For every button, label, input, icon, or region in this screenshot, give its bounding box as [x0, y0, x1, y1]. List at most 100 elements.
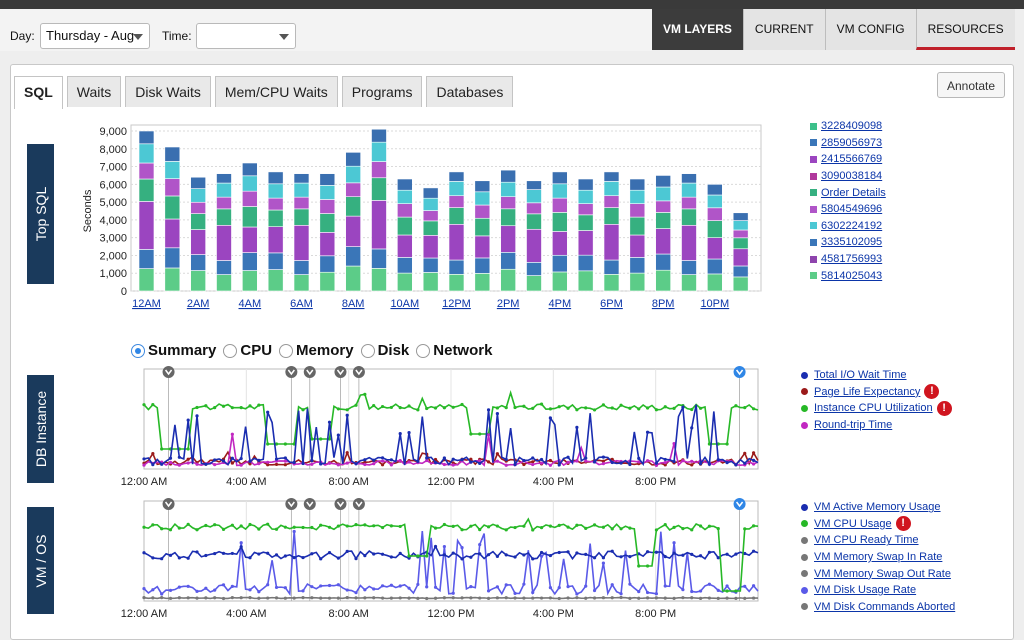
view-tab-resources[interactable]: RESOURCES — [915, 9, 1015, 50]
bar-segment[interactable] — [138, 162, 155, 180]
bar-segment[interactable] — [732, 237, 749, 250]
bar-segment[interactable] — [242, 270, 258, 292]
bar-segment[interactable] — [345, 246, 361, 267]
bar-segment[interactable] — [267, 197, 284, 211]
bar-segment[interactable] — [603, 274, 620, 292]
bar-segment[interactable] — [448, 181, 465, 197]
bar-segment[interactable] — [138, 249, 155, 269]
x-tick-label[interactable]: 6PM — [600, 298, 623, 310]
event-download-icon[interactable] — [352, 366, 365, 378]
bar-segment[interactable] — [500, 268, 516, 292]
bar-segment[interactable] — [707, 184, 723, 196]
bar-segment[interactable] — [319, 199, 336, 214]
bar-segment[interactable] — [629, 272, 646, 292]
legend-item[interactable]: 2859056973 — [810, 135, 886, 152]
legend-link[interactable]: VM Active Memory Usage — [814, 501, 941, 514]
legend-link[interactable]: 2415566769 — [821, 153, 883, 166]
bar-segment[interactable] — [629, 257, 646, 274]
legend-item[interactable]: VM Memory Swap Out Rate — [801, 565, 955, 582]
bar-segment[interactable] — [732, 265, 749, 278]
bar-segment[interactable] — [190, 270, 206, 292]
tab-disk-waits[interactable]: Disk Waits — [125, 76, 211, 107]
bar-segment[interactable] — [216, 182, 232, 198]
x-tick-label[interactable]: 6AM — [290, 298, 313, 310]
legend-link[interactable]: 3335102095 — [821, 236, 883, 249]
bar-segment[interactable] — [732, 220, 749, 231]
bar-segment[interactable] — [422, 197, 439, 211]
bar-segment[interactable] — [345, 265, 361, 292]
bar-segment[interactable] — [552, 231, 568, 256]
bar-segment[interactable] — [526, 213, 542, 230]
bar-segment[interactable] — [190, 201, 206, 214]
tab-mem-cpu-waits[interactable]: Mem/CPU Waits — [214, 76, 338, 107]
bar-segment[interactable] — [577, 178, 594, 191]
bar-segment[interactable] — [345, 152, 361, 167]
bar-segment[interactable] — [190, 229, 206, 255]
bar-segment[interactable] — [500, 196, 516, 210]
bar-segment[interactable] — [629, 189, 646, 204]
legend-link[interactable]: VM Memory Swap In Rate — [814, 551, 943, 564]
bar-segment[interactable] — [474, 235, 491, 259]
tab-waits[interactable]: Waits — [66, 76, 122, 107]
radio-network[interactable]: Network — [416, 342, 492, 359]
view-tab-vm-layers[interactable]: VM LAYERS — [652, 9, 743, 50]
legend-item[interactable]: Total I/O Wait Time — [801, 367, 952, 384]
legend-link[interactable]: VM CPU Ready Time — [814, 534, 919, 547]
bar-segment[interactable] — [681, 260, 697, 275]
bar-segment[interactable] — [267, 252, 284, 270]
view-tab-vm-config[interactable]: VM CONFIG — [824, 9, 916, 50]
legend-item[interactable]: 3228409098 — [810, 118, 886, 135]
bar-segment[interactable] — [681, 173, 697, 184]
bar-segment[interactable] — [655, 253, 671, 271]
bar-segment[interactable] — [732, 229, 749, 239]
bar-segment[interactable] — [216, 224, 232, 261]
event-download-icon[interactable] — [733, 366, 746, 378]
bar-segment[interactable] — [293, 173, 310, 184]
bar-segment[interactable] — [190, 213, 206, 230]
bar-segment[interactable] — [603, 259, 620, 275]
legend-item[interactable]: 5804549696 — [810, 201, 886, 218]
event-download-icon[interactable] — [303, 366, 316, 378]
bar-segment[interactable] — [629, 216, 646, 236]
bar-segment[interactable] — [577, 203, 594, 216]
event-download-icon[interactable] — [733, 498, 746, 510]
legend-item[interactable]: 3090038184 — [810, 168, 886, 185]
bar-segment[interactable] — [138, 268, 155, 292]
bar-segment[interactable] — [422, 210, 439, 222]
bar-segment[interactable] — [552, 254, 568, 273]
legend-item[interactable]: VM Active Memory Usage — [801, 499, 955, 516]
bar-segment[interactable] — [707, 273, 723, 292]
bar-segment[interactable] — [474, 217, 491, 237]
bar-segment[interactable] — [500, 252, 516, 270]
bar-segment[interactable] — [371, 128, 387, 143]
bar-segment[interactable] — [242, 175, 258, 192]
annotate-button[interactable]: Annotate — [937, 72, 1005, 98]
bar-segment[interactable] — [397, 257, 413, 274]
legend-item[interactable]: 2415566769 — [810, 151, 886, 168]
bar-segment[interactable] — [500, 225, 516, 253]
bar-segment[interactable] — [474, 191, 491, 206]
bar-segment[interactable] — [242, 190, 258, 207]
bar-segment[interactable] — [655, 186, 671, 202]
event-download-icon[interactable] — [285, 498, 298, 510]
legend-item[interactable]: Page Life Expectancy! — [801, 384, 952, 401]
bar-segment[interactable] — [629, 203, 646, 218]
bar-segment[interactable] — [603, 195, 620, 208]
bar-segment[interactable] — [267, 171, 284, 185]
bar-segment[interactable] — [655, 175, 671, 188]
bar-segment[interactable] — [397, 203, 413, 218]
bar-segment[interactable] — [371, 268, 387, 292]
bar-segment[interactable] — [216, 208, 232, 226]
bar-segment[interactable] — [448, 259, 465, 275]
bar-segment[interactable] — [267, 209, 284, 227]
bar-segment[interactable] — [577, 214, 594, 231]
bar-segment[interactable] — [422, 272, 439, 292]
bar-segment[interactable] — [526, 189, 542, 204]
legend-link[interactable]: 5804549696 — [821, 203, 883, 216]
bar-segment[interactable] — [267, 269, 284, 292]
bar-segment[interactable] — [448, 207, 465, 225]
bar-segment[interactable] — [629, 178, 646, 191]
bar-segment[interactable] — [603, 223, 620, 261]
bar-segment[interactable] — [500, 169, 516, 183]
bar-segment[interactable] — [293, 196, 310, 210]
